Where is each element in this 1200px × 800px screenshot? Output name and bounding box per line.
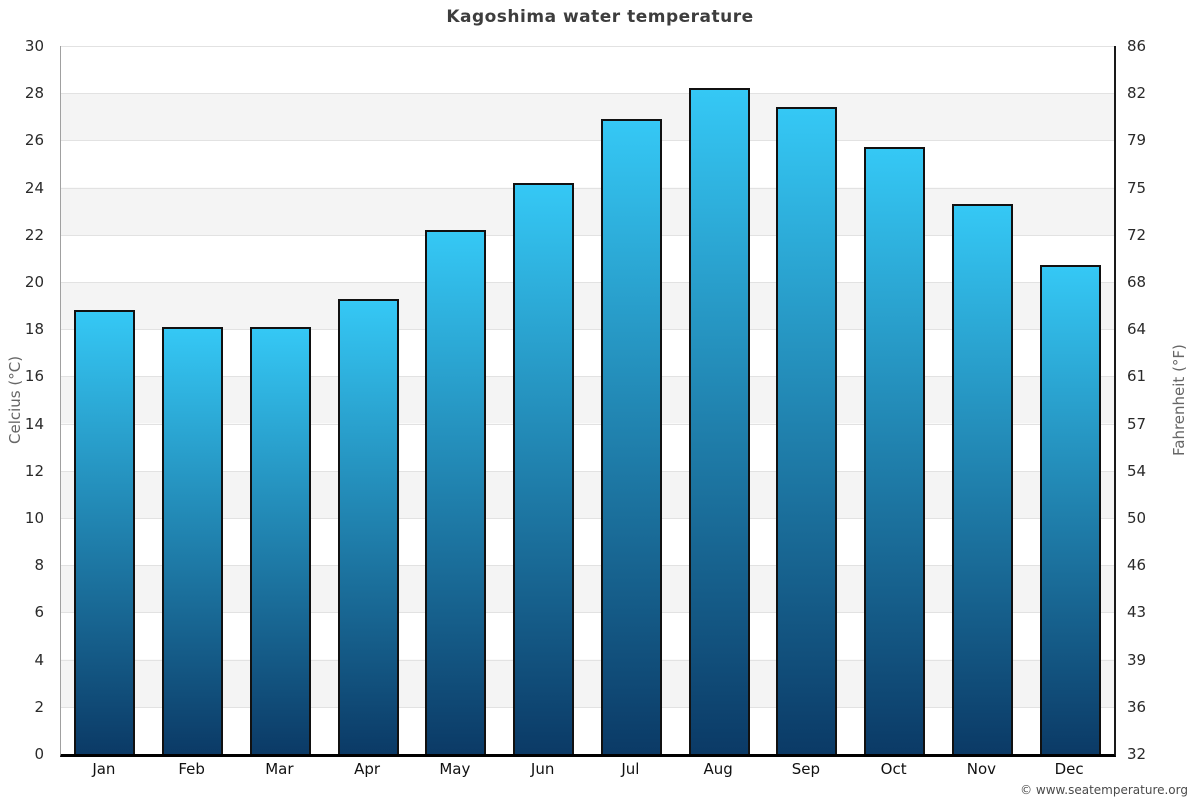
celsius-tick-26: 26 <box>24 131 44 150</box>
fahrenheit-tick-68: 68 <box>1127 273 1147 291</box>
celsius-tick-20: 20 <box>24 273 44 291</box>
fahrenheit-tick-50: 50 <box>1127 509 1147 527</box>
fahrenheit-tick-39: 39 <box>1127 650 1147 669</box>
month-tick-jun: Jun <box>530 760 555 778</box>
bar-mar <box>249 326 311 754</box>
bar-dec <box>1039 265 1101 754</box>
celsius-tick-8: 8 <box>34 556 44 575</box>
month-tick-feb: Feb <box>178 760 205 778</box>
celsius-tick-0: 0 <box>34 745 44 763</box>
bar-apr <box>337 298 399 754</box>
grid-line <box>61 518 1114 519</box>
celsius-tick-12: 12 <box>24 461 44 480</box>
grid-line <box>61 234 1114 236</box>
grid-line <box>61 46 1114 47</box>
month-tick-jan: Jan <box>92 760 116 778</box>
y-axis-celsius-ticks: 30 28 26 24 22 20 18 16 14 12 10 8 6 4 2 0 <box>0 37 52 763</box>
month-tick-apr: Apr <box>354 760 381 778</box>
grid-line <box>61 376 1114 378</box>
fahrenheit-tick-54: 54 <box>1127 461 1147 480</box>
celsius-tick-22: 22 <box>24 225 44 244</box>
fahrenheit-tick-75: 75 <box>1127 178 1147 197</box>
bar-sep <box>776 107 838 754</box>
bar-jan <box>74 310 136 754</box>
grid-line <box>61 423 1114 425</box>
grid-line <box>61 329 1114 331</box>
month-tick-aug: Aug <box>703 760 733 778</box>
grid-line <box>61 612 1114 614</box>
celsius-tick-30: 30 <box>24 37 44 55</box>
copyright-attribution: © www.seatemperature.org <box>1020 783 1188 797</box>
celsius-tick-16: 16 <box>24 367 44 386</box>
fahrenheit-tick-43: 43 <box>1127 603 1147 622</box>
month-tick-nov: Nov <box>966 760 997 778</box>
fahrenheit-tick-79: 79 <box>1127 131 1147 150</box>
bar-jul <box>600 119 662 754</box>
celsius-tick-2: 2 <box>34 697 44 716</box>
bar-feb <box>162 326 224 754</box>
month-tick-jul: Jul <box>621 760 640 778</box>
fahrenheit-tick-82: 82 <box>1127 84 1147 103</box>
month-tick-sep: Sep <box>791 760 821 778</box>
chart-title: Kagoshima water temperature <box>446 7 754 27</box>
month-tick-oct: Oct <box>880 760 907 778</box>
bar-oct <box>864 147 926 754</box>
grid-line <box>61 565 1114 567</box>
fahrenheit-tick-36: 36 <box>1127 697 1147 716</box>
fahrenheit-tick-72: 72 <box>1127 225 1147 244</box>
celsius-tick-28: 28 <box>24 84 44 103</box>
fahrenheit-tick-46: 46 <box>1127 556 1147 575</box>
celsius-tick-10: 10 <box>24 509 44 527</box>
bar-jun <box>513 182 575 754</box>
celsius-tick-6: 6 <box>34 603 44 622</box>
fahrenheit-tick-61: 61 <box>1127 367 1147 386</box>
bar-may <box>425 230 487 754</box>
month-tick-mar: Mar <box>265 760 294 778</box>
celsius-tick-14: 14 <box>24 414 44 433</box>
celsius-tick-18: 18 <box>24 320 44 339</box>
grid-line <box>61 187 1114 189</box>
grid-line <box>61 706 1114 708</box>
grid-line <box>61 659 1114 661</box>
fahrenheit-tick-57: 57 <box>1127 414 1147 433</box>
grid-line <box>61 470 1114 472</box>
bar-nov <box>951 204 1013 754</box>
bar-aug <box>688 88 750 754</box>
grid-line <box>61 140 1114 142</box>
fahrenheit-tick-64: 64 <box>1127 320 1147 339</box>
plot-area <box>60 46 1116 757</box>
celsius-tick-24: 24 <box>24 178 44 197</box>
month-tick-dec: Dec <box>1054 760 1084 778</box>
celsius-tick-4: 4 <box>34 650 44 669</box>
x-axis-month-ticks: Jan Feb Mar Apr May Jun Jul Aug Sep Oct Nov Dec <box>60 760 1113 784</box>
y-axis-fahrenheit-ticks: 86 82 79 75 72 68 64 61 57 54 50 46 43 39 36 32 <box>1123 37 1183 763</box>
grid-line <box>61 93 1114 95</box>
fahrenheit-tick-86: 86 <box>1127 37 1147 55</box>
fahrenheit-tick-32: 32 <box>1127 745 1147 763</box>
month-tick-may: May <box>439 760 471 778</box>
grid-line <box>61 282 1114 283</box>
